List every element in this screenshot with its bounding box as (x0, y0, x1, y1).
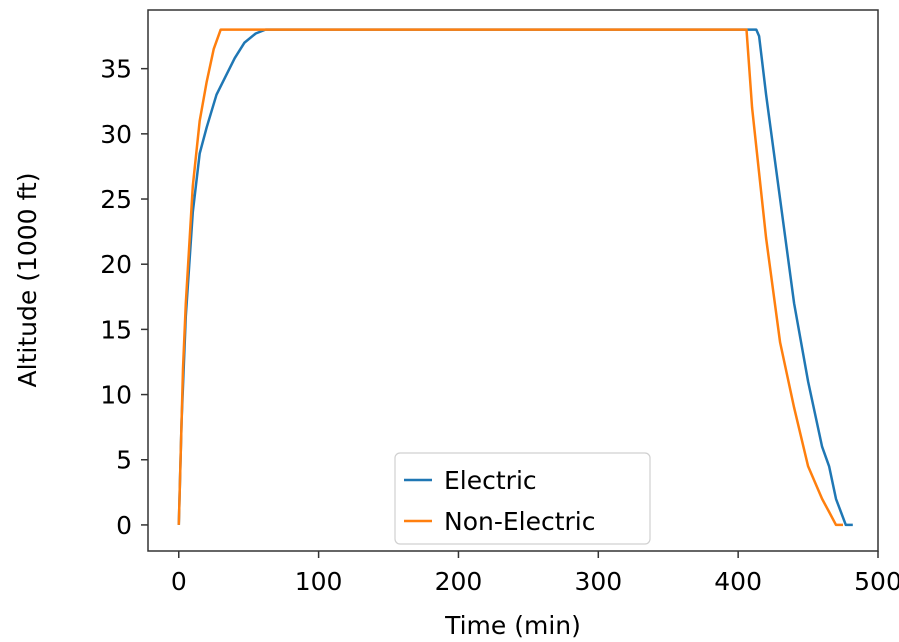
legend-box (394, 452, 651, 545)
y-tick-label: 10 (100, 381, 132, 410)
legend-label-electric: Electric (444, 466, 537, 495)
x-tick-label: 500 (854, 567, 899, 596)
x-axis-title: Time (min) (444, 611, 581, 640)
y-tick-label: 30 (100, 120, 132, 149)
x-tick-label: 300 (574, 567, 622, 596)
x-tick-label: 100 (295, 567, 343, 596)
series-layer (177, 28, 853, 527)
y-tick-label: 20 (100, 250, 132, 279)
y-axis-title: Altitude (1000 ft) (13, 173, 42, 388)
x-tick-label: 0 (171, 567, 187, 596)
y-tick-label: 15 (100, 315, 132, 344)
y-tick-label: 25 (100, 185, 132, 214)
series-line-non-electric (177, 28, 843, 527)
legend: Electric Non-Electric (394, 452, 651, 545)
y-tick-label: 35 (100, 55, 132, 84)
legend-label-non-electric: Non-Electric (444, 507, 596, 536)
x-axis-ticks: 0 100 200 300 400 500 (171, 551, 899, 596)
y-tick-label: 5 (116, 446, 132, 475)
x-tick-label: 400 (714, 567, 762, 596)
y-tick-label: 0 (116, 511, 132, 540)
y-axis-ticks: 0 5 10 15 20 25 30 35 (100, 55, 148, 540)
x-tick-label: 200 (435, 567, 483, 596)
